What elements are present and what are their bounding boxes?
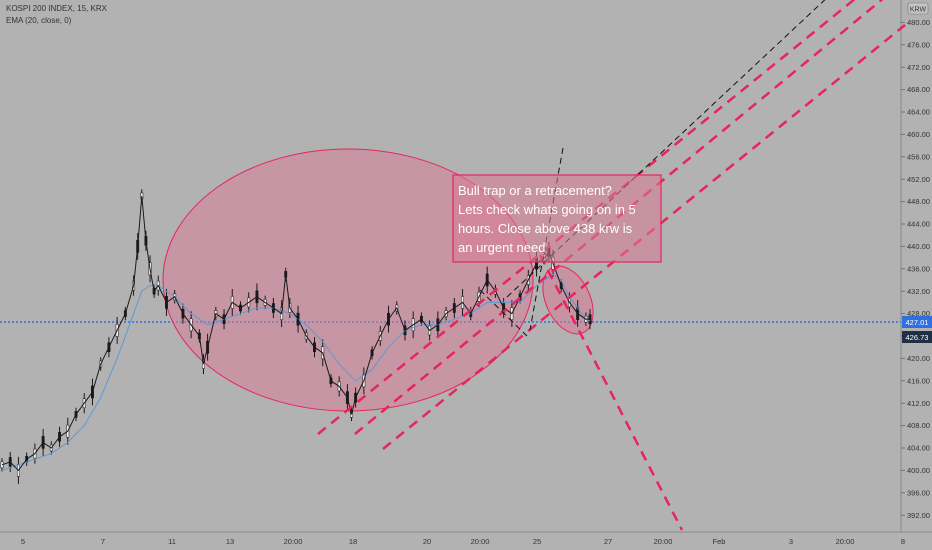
y-tick-label: 412.00 xyxy=(907,399,930,408)
x-tick-label: 11 xyxy=(168,537,176,546)
y-tick-label: 472.00 xyxy=(907,63,930,72)
y-tick-label: 464.00 xyxy=(907,108,930,117)
y-tick-label: 452.00 xyxy=(907,175,930,184)
currency-badge[interactable] xyxy=(907,2,929,15)
y-tick-label: 440.00 xyxy=(907,242,930,251)
annotation-line: Bull trap or a retracement? xyxy=(458,183,612,198)
annotation-box[interactable] xyxy=(452,174,662,263)
y-tick-label: 456.00 xyxy=(907,152,930,161)
x-tick-label: Feb xyxy=(713,537,726,546)
annotation-text: Bull trap or a retracement? Lets check wh… xyxy=(458,183,636,255)
price-axis[interactable] xyxy=(901,0,932,550)
y-tick-label: 444.00 xyxy=(907,220,930,229)
annotation-line: hours. Close above 438 krw is xyxy=(458,221,633,236)
y-tick-label: 432.00 xyxy=(907,287,930,296)
y-tick-label: 396.00 xyxy=(907,488,930,497)
x-tick-label: 20:00 xyxy=(471,537,490,546)
channel-lower-line[interactable] xyxy=(317,0,866,435)
ema-price-pill xyxy=(902,331,932,343)
last-price-pill xyxy=(902,316,932,328)
y-tick-label: 480.00 xyxy=(907,18,930,27)
y-tick-label: 420.00 xyxy=(907,354,930,363)
y-tick-label: 436.00 xyxy=(907,264,930,273)
x-axis-ticks: 5 7 11 13 20:00 18 20 20:00 25 27 20:00 Feb 3 20:00 8 xyxy=(21,537,905,546)
y-tick-label: 392.00 xyxy=(907,511,930,520)
last-price-label: 427.01 xyxy=(906,318,929,327)
ema-price-label: 426.73 xyxy=(906,333,929,342)
x-tick-label: 20:00 xyxy=(836,537,855,546)
annotation-line: Lets check whats going on in 5 xyxy=(458,202,636,217)
x-tick-label: 5 xyxy=(21,537,25,546)
y-tick-label: 428.00 xyxy=(907,309,930,318)
x-tick-label: 20:00 xyxy=(654,537,673,546)
price-line xyxy=(1,195,591,472)
legend-indicator: EMA (20, close, 0) xyxy=(6,16,72,25)
x-tick-label: 20 xyxy=(423,537,431,546)
x-tick-label: 8 xyxy=(901,537,905,546)
bearish-projection-line[interactable] xyxy=(538,254,684,531)
legend-symbol: KOSPI 200 INDEX, 15, KRX xyxy=(6,4,108,13)
x-tick-label: 20:00 xyxy=(284,537,303,546)
y-tick-label: 400.00 xyxy=(907,466,930,475)
currency-badge-label: KRW xyxy=(910,7,927,14)
x-tick-label: 7 xyxy=(101,537,105,546)
y-tick-label: 476.00 xyxy=(907,40,930,49)
x-tick-label: 25 xyxy=(533,537,541,546)
x-tick-label: 18 xyxy=(349,537,357,546)
x-tick-label: 27 xyxy=(604,537,612,546)
y-axis-ticks: 480.00 476.00 472.00 468.00 464.00 460.00 456.… xyxy=(901,18,930,520)
trendline-break[interactable] xyxy=(479,289,528,337)
annotation-line: an urgent need xyxy=(458,240,545,255)
y-tick-label: 448.00 xyxy=(907,197,930,206)
y-tick-label: 404.00 xyxy=(907,444,930,453)
channel-middle-line[interactable] xyxy=(354,0,930,435)
x-tick-label: 3 xyxy=(789,537,793,546)
x-tick-label: 13 xyxy=(226,537,234,546)
y-tick-label: 408.00 xyxy=(907,421,930,430)
y-tick-label: 416.00 xyxy=(907,376,930,385)
y-tick-label: 468.00 xyxy=(907,85,930,94)
y-tick-label: 460.00 xyxy=(907,130,930,139)
